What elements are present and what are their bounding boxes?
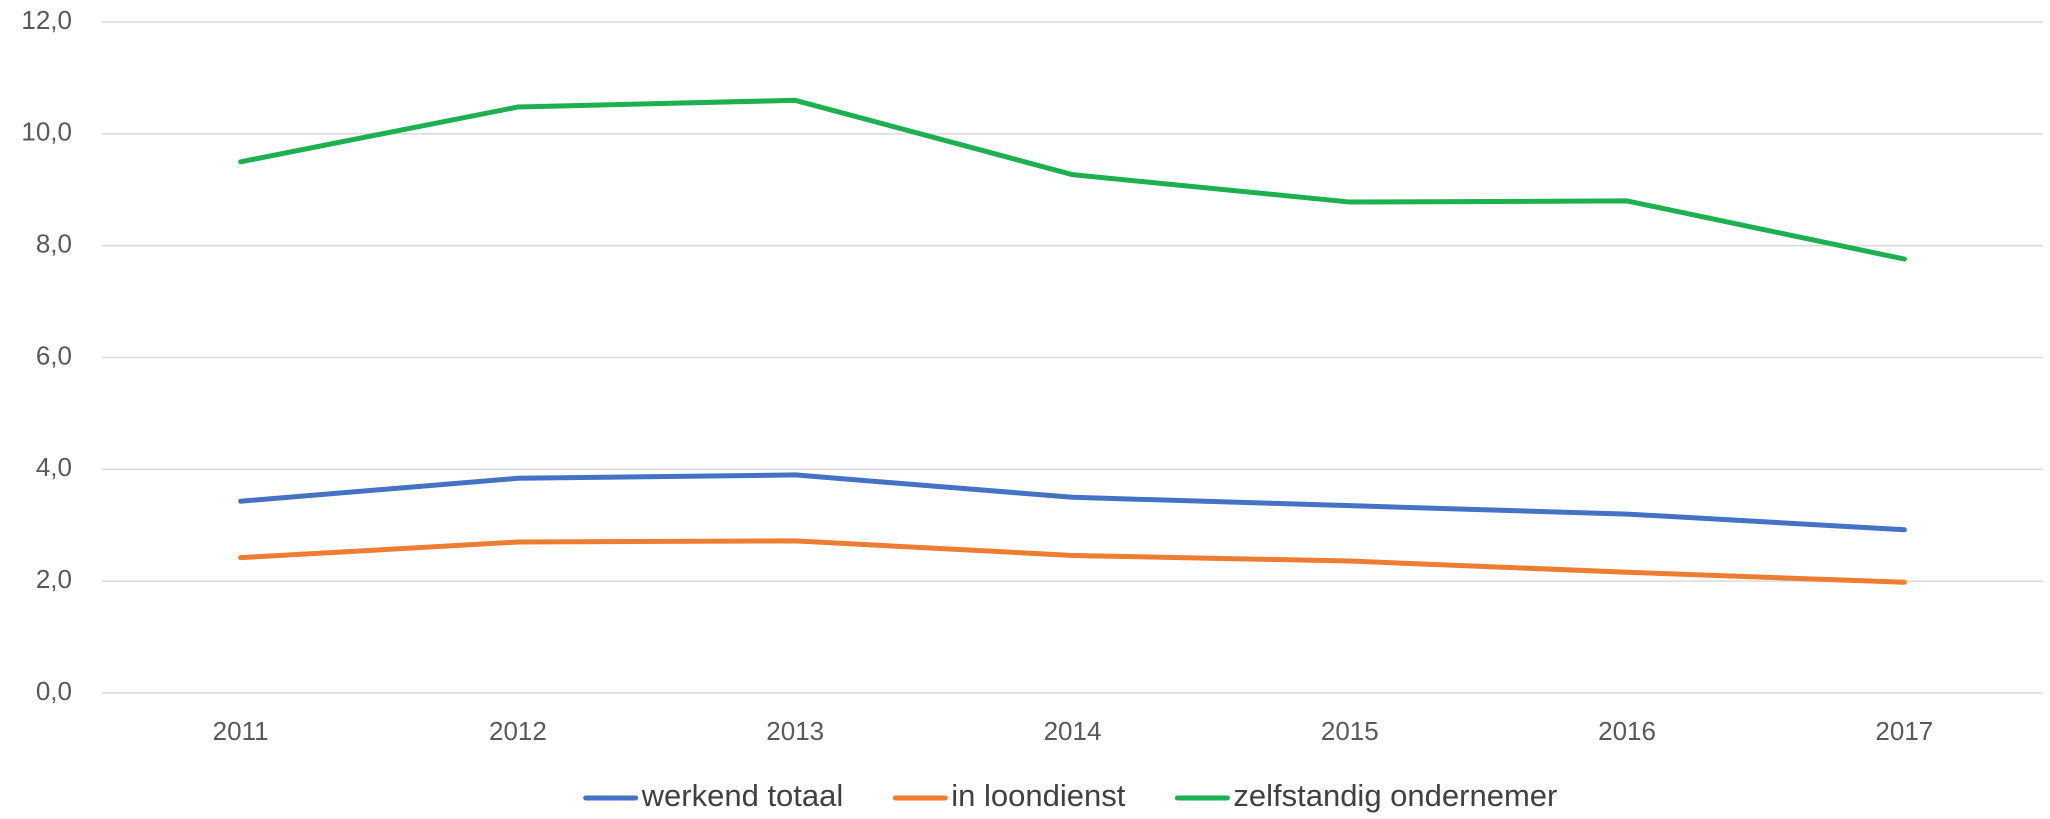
- y-tick-label: 2,0: [36, 564, 72, 594]
- x-tick-label: 2011: [213, 716, 269, 746]
- y-tick-label: 10,0: [21, 117, 72, 147]
- series-line: [238, 538, 1907, 585]
- x-tick-label: 2016: [1598, 716, 1656, 746]
- series-line: [238, 472, 1907, 533]
- x-tick-label: 2012: [489, 716, 547, 746]
- x-tick-label: 2013: [766, 716, 824, 746]
- series-line: [238, 97, 1907, 262]
- legend-text: zelfstandig ondernemer: [1233, 778, 1557, 813]
- legend-text: in loondienst: [951, 778, 1125, 813]
- y-tick-label: 0,0: [36, 676, 72, 706]
- y-tick-label: 6,0: [36, 340, 72, 370]
- x-tick-label: 2015: [1321, 716, 1379, 746]
- y-tick-label: 4,0: [36, 452, 72, 482]
- y-tick-label: 8,0: [36, 229, 72, 259]
- x-tick-label: 2014: [1044, 716, 1102, 746]
- y-tick-label: 12,0: [21, 5, 72, 35]
- legend-text: werkend totaal: [641, 778, 844, 813]
- x-tick-label: 2017: [1875, 716, 1933, 746]
